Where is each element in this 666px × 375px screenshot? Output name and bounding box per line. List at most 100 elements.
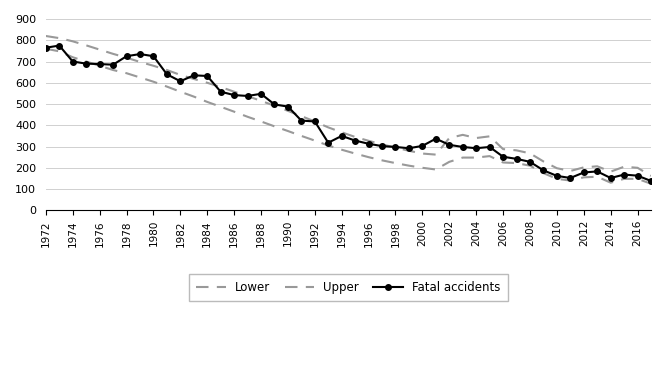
Lower [311, 138, 319, 143]
Upper [446, 136, 454, 140]
Fatal accidents [647, 179, 655, 183]
Lower [55, 49, 63, 54]
Fatal accidents [593, 169, 601, 174]
Lower [499, 160, 507, 165]
Fatal accidents [446, 142, 454, 147]
Upper [230, 90, 238, 94]
Fatal accidents [566, 176, 574, 180]
Upper [553, 166, 561, 171]
Upper [324, 125, 332, 130]
Fatal accidents [499, 154, 507, 159]
Legend: Lower, Upper, Fatal accidents: Lower, Upper, Fatal accidents [189, 274, 507, 301]
Lower [163, 84, 171, 89]
Lower [620, 177, 628, 181]
Upper [176, 73, 184, 77]
Lower [607, 180, 615, 185]
Upper [244, 94, 252, 98]
Fatal accidents [526, 160, 534, 164]
Upper [190, 77, 198, 81]
Lower [230, 110, 238, 114]
Lower [338, 147, 346, 152]
Upper [539, 159, 547, 164]
Lower [486, 154, 494, 158]
Lower [203, 100, 211, 104]
Upper [203, 81, 211, 85]
Lower [69, 55, 77, 60]
Lower [472, 155, 480, 160]
Lower [123, 71, 131, 75]
Lower [82, 59, 90, 64]
Lower [513, 161, 521, 165]
Fatal accidents [190, 73, 198, 78]
Fatal accidents [270, 102, 278, 107]
Upper [513, 148, 521, 153]
Fatal accidents [472, 146, 480, 150]
Fatal accidents [109, 63, 117, 67]
Lower [297, 134, 305, 138]
Fatal accidents [633, 173, 641, 178]
Fatal accidents [257, 92, 265, 96]
Upper [109, 52, 117, 56]
Fatal accidents [244, 94, 252, 98]
Fatal accidents [486, 145, 494, 149]
Fatal accidents [607, 176, 615, 180]
Lower [149, 80, 157, 84]
Upper [69, 39, 77, 44]
Lower [405, 164, 413, 168]
Lower [351, 151, 359, 156]
Upper [136, 60, 144, 64]
Fatal accidents [163, 72, 171, 76]
Upper [392, 146, 400, 150]
Lower [593, 174, 601, 179]
Upper [378, 142, 386, 147]
Lower [136, 75, 144, 80]
Upper [472, 136, 480, 140]
Fatal accidents [42, 45, 50, 50]
Fatal accidents [324, 141, 332, 145]
Upper [311, 119, 319, 124]
Lower [284, 129, 292, 133]
Upper [566, 169, 574, 173]
Upper [499, 147, 507, 152]
Lower [526, 164, 534, 168]
Upper [42, 34, 50, 38]
Lower [566, 178, 574, 183]
Upper [216, 85, 224, 89]
Lower [96, 63, 104, 68]
Upper [405, 148, 413, 153]
Fatal accidents [136, 52, 144, 56]
Upper [459, 133, 467, 137]
Line: Lower: Lower [46, 49, 651, 184]
Lower [392, 161, 400, 165]
Upper [364, 138, 372, 143]
Fatal accidents [297, 118, 305, 123]
Upper [607, 170, 615, 174]
Upper [338, 130, 346, 135]
Line: Fatal accidents: Fatal accidents [43, 43, 654, 184]
Fatal accidents [392, 145, 400, 149]
Upper [82, 43, 90, 48]
Fatal accidents [620, 172, 628, 177]
Upper [418, 151, 426, 156]
Upper [270, 104, 278, 108]
Lower [378, 158, 386, 163]
Upper [163, 68, 171, 72]
Lower [216, 105, 224, 109]
Upper [647, 174, 655, 178]
Upper [593, 164, 601, 168]
Lower [432, 167, 440, 172]
Upper [486, 134, 494, 139]
Lower [109, 68, 117, 72]
Fatal accidents [82, 62, 90, 66]
Fatal accidents [459, 145, 467, 149]
Lower [257, 119, 265, 124]
Lower [446, 160, 454, 164]
Fatal accidents [176, 79, 184, 84]
Upper [432, 152, 440, 157]
Fatal accidents [580, 170, 588, 175]
Lower [244, 114, 252, 119]
Fatal accidents [149, 54, 157, 58]
Fatal accidents [378, 144, 386, 148]
Upper [149, 63, 157, 68]
Fatal accidents [69, 59, 77, 64]
